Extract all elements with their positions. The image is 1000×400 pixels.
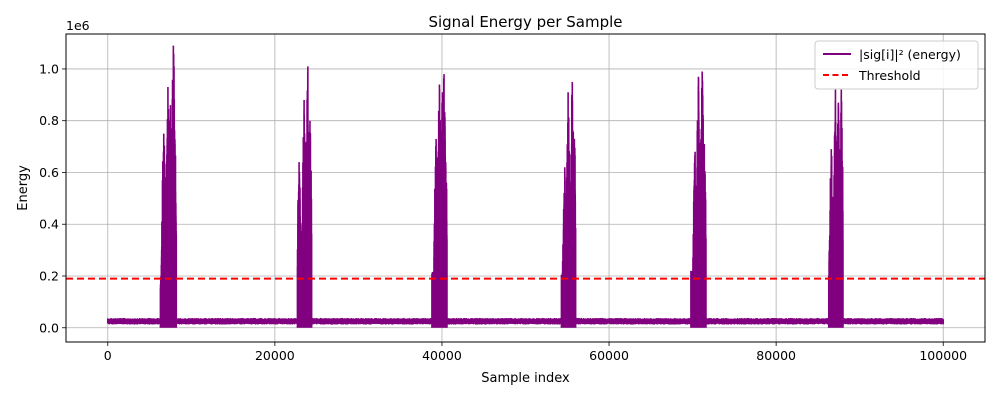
x-tick-label: 60000 (589, 348, 629, 363)
energy-burst-3 (431, 74, 448, 328)
legend: |sig[i]|² (energy) Threshold (814, 40, 979, 90)
x-tick-label: 20000 (255, 348, 295, 363)
energy-noise-floor (106, 317, 945, 325)
energy-burst-5 (690, 71, 707, 328)
x-axis-label: Sample index (481, 371, 570, 386)
y-tick-label: 0.6 (39, 165, 59, 180)
x-tick-label: 40000 (422, 348, 462, 363)
x-tick-label: 0 (104, 348, 112, 363)
plot-frame (65, 33, 986, 343)
data-layer (66, 45, 985, 328)
legend-label-threshold: Threshold (858, 68, 921, 83)
y-tick-label: 0.4 (39, 217, 59, 232)
energy-burst-1 (159, 45, 178, 328)
tick-layer: 0 20000 40000 60000 80000 100000 0.0 0.2 0.4 0.6 0… (39, 61, 967, 363)
legend-label-energy: |sig[i]|² (energy) (859, 47, 961, 62)
x-tick-label: 80000 (756, 348, 796, 363)
y-tick-label: 0.8 (39, 113, 59, 128)
chart-title: Signal Energy per Sample (428, 13, 622, 31)
energy-burst-6 (827, 89, 844, 328)
y-axis-label: Energy (16, 165, 31, 211)
y-tick-label: 0.0 (39, 320, 59, 335)
y-offset-text: 1e6 (66, 18, 90, 33)
y-tick-label: 1.0 (39, 61, 59, 76)
energy-burst-2 (296, 66, 313, 328)
y-tick-label: 0.2 (39, 269, 59, 284)
energy-burst-4 (560, 81, 577, 328)
x-tick-label: 100000 (919, 348, 967, 363)
legend-box (814, 40, 979, 90)
